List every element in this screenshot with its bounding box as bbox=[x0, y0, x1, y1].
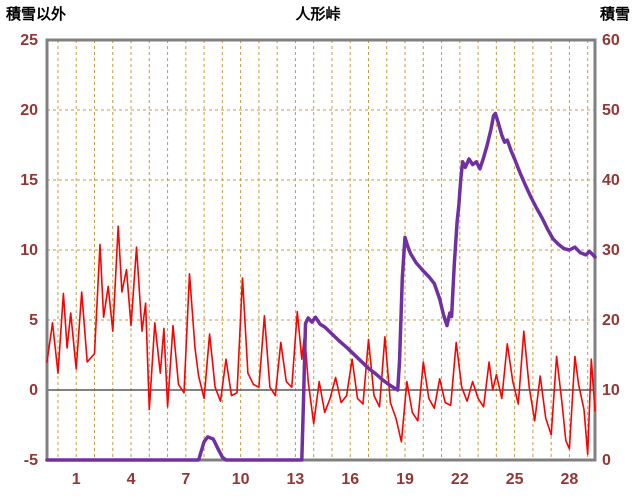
series-purple bbox=[45, 111, 597, 462]
tick-label: 22 bbox=[451, 471, 469, 488]
tick-label: 1 bbox=[72, 471, 81, 488]
series-red bbox=[46, 225, 596, 456]
tick-label: 10 bbox=[602, 382, 620, 399]
tick-label: 0 bbox=[602, 452, 611, 469]
tick-label: 16 bbox=[341, 471, 359, 488]
tick-label: 15 bbox=[20, 172, 38, 189]
tick-label: 28 bbox=[561, 471, 579, 488]
tick-label: 40 bbox=[602, 172, 620, 189]
tick-label: 30 bbox=[602, 242, 620, 259]
tick-label: 20 bbox=[20, 102, 38, 119]
right-axis-label: 積雪 bbox=[599, 6, 630, 23]
tick-label: 50 bbox=[602, 102, 620, 119]
tick-label: 10 bbox=[232, 471, 250, 488]
tick-label: 0 bbox=[29, 382, 38, 399]
tick-label: 19 bbox=[396, 471, 414, 488]
tick-label: 13 bbox=[287, 471, 305, 488]
tick-label: 25 bbox=[506, 471, 524, 488]
tick-label: -5 bbox=[24, 452, 38, 469]
tick-label: 7 bbox=[181, 471, 190, 488]
tick-label: 5 bbox=[29, 312, 38, 329]
left-axis-label: 積雪以外 bbox=[6, 6, 67, 23]
tick-label: 20 bbox=[602, 312, 620, 329]
chart-title: 人形峠 bbox=[295, 6, 341, 23]
tick-label: 60 bbox=[602, 32, 620, 49]
tick-label: 25 bbox=[20, 32, 38, 49]
tick-label: 4 bbox=[127, 471, 136, 488]
tick-label: 10 bbox=[20, 242, 38, 259]
